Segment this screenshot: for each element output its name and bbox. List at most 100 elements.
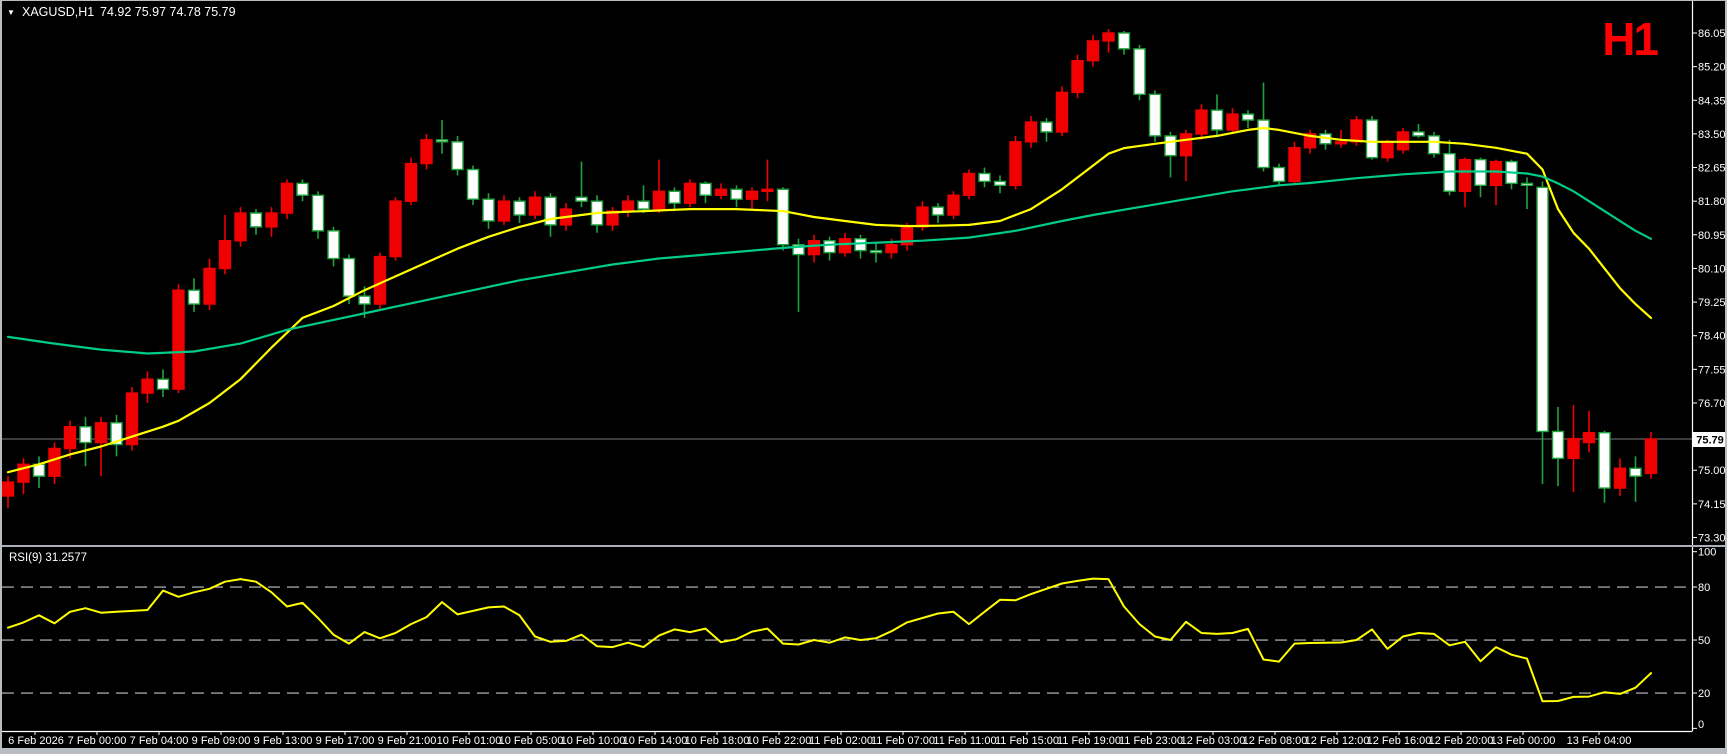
candle-body: [1598, 431, 1611, 489]
candle-body: [466, 168, 480, 200]
timeframe-watermark: H1: [1602, 13, 1658, 65]
candle-body: [1133, 48, 1146, 96]
candle-body: [606, 210, 619, 226]
candle-body: [389, 200, 402, 258]
price-tick-label: 81.80: [1698, 196, 1726, 208]
candle-body: [1009, 141, 1022, 187]
rsi-tick-label: 50: [1698, 635, 1710, 647]
time-label: 10 Feb 22:00: [747, 735, 812, 747]
time-label: 12 Feb 03:00: [1181, 735, 1246, 747]
candle-body: [885, 243, 898, 254]
candle-body: [823, 240, 836, 254]
candle-body: [683, 182, 697, 204]
time-label: 7 Feb 04:00: [130, 735, 189, 747]
candle-body: [110, 422, 123, 446]
window-resize-strip[interactable]: [0, 748, 1727, 754]
candle-body: [1365, 119, 1379, 159]
pane-separator[interactable]: [2, 545, 1725, 547]
price-axis[interactable]: [1692, 1, 1727, 731]
candle-body: [1551, 430, 1565, 460]
time-axis[interactable]: [2, 732, 1692, 748]
candle-body: [1272, 166, 1286, 183]
candle-body: [1567, 437, 1580, 460]
price-tick-label: 74.15: [1698, 499, 1726, 511]
candle-body: [125, 392, 139, 446]
time-label: 11 Feb 11:00: [933, 735, 996, 747]
candle-body: [1117, 32, 1131, 50]
rsi-plot[interactable]: [2, 548, 1692, 731]
candle-body: [652, 190, 666, 210]
rsi-tick-label: 100: [1698, 547, 1716, 559]
candle-body: [1226, 113, 1239, 131]
candle-body: [1489, 160, 1503, 187]
rsi-levels-layer: [2, 586, 1692, 694]
time-label: 12 Feb 08:00: [1243, 735, 1308, 747]
price-tick-label: 75.00: [1698, 465, 1726, 477]
candle-body: [1195, 109, 1208, 135]
candle-body: [1644, 438, 1658, 475]
candle-body: [156, 378, 170, 390]
candle-body: [761, 188, 774, 192]
rsi-axis-ticks: 100 80 50 20 0: [1692, 547, 1716, 731]
candle-body: [451, 141, 464, 171]
header-symbol: XAGUSD,H1: [22, 5, 94, 19]
time-label: 10 Feb 14:00: [623, 735, 688, 747]
candle-body: [280, 182, 294, 214]
rsi-label: RSI(9) 31.2577: [9, 552, 87, 564]
price-tick-label: 83.50: [1698, 129, 1726, 141]
ma-fast-yellow-line: [6, 126, 1653, 474]
candle-body: [420, 139, 433, 165]
candle-body: [544, 196, 557, 226]
candle-body: [327, 230, 340, 260]
candle-body: [1241, 113, 1255, 121]
candle-body: [869, 249, 883, 254]
candle-body: [203, 267, 216, 305]
candle-body: [234, 212, 247, 242]
candle-body: [1613, 467, 1627, 489]
candle-body: [1179, 133, 1193, 157]
candle-body: [79, 426, 92, 444]
moving-averages-layer: [6, 126, 1653, 474]
candle-body: [404, 162, 418, 202]
price-tick-label: 76.70: [1698, 398, 1726, 410]
candle-body: [311, 194, 325, 232]
candle-body: [1055, 91, 1069, 133]
time-label: 11 Feb 07:00: [871, 735, 935, 747]
candle-body: [838, 238, 852, 254]
time-label: 7 Feb 00:00: [68, 735, 127, 747]
time-label: 9 Feb 21:00: [378, 735, 437, 747]
candle-body: [699, 182, 712, 196]
candle-body: [978, 172, 991, 183]
candle-body: [962, 172, 976, 196]
candle-body: [714, 188, 728, 196]
symbol-dropdown-icon[interactable]: ▼: [7, 8, 15, 17]
time-label: 6 Feb 2026: [8, 735, 64, 747]
candle-body: [94, 422, 108, 444]
time-label: 11 Feb 15:00: [995, 735, 1059, 747]
time-label: 11 Feb 19:00: [1057, 735, 1121, 747]
rsi-line-layer: [7, 577, 1652, 703]
candle-body: [792, 243, 805, 256]
price-tick-label: 82.65: [1698, 163, 1726, 175]
main-chart-plot[interactable]: [2, 1, 1692, 545]
candle-body: [1288, 147, 1301, 183]
candle-body: [358, 295, 371, 305]
rsi-tick-label: 80: [1698, 582, 1710, 594]
candle-body: [1412, 131, 1425, 137]
candle-body: [296, 182, 309, 196]
price-tick-label: 73.30: [1698, 533, 1726, 545]
time-label: 11 Feb 02:00: [809, 735, 873, 747]
time-label: 10 Feb 18:00: [685, 735, 750, 747]
time-label: 9 Feb 13:00: [254, 735, 313, 747]
time-label: 10 Feb 10:00: [561, 735, 626, 747]
candle-body: [947, 194, 960, 216]
candle-body: [1040, 121, 1053, 133]
price-tick-label: 79.25: [1698, 297, 1726, 309]
candle-body: [931, 206, 945, 216]
time-label: 13 Feb 04:00: [1567, 735, 1632, 747]
candle-body: [482, 198, 495, 222]
candle-body: [1582, 431, 1596, 444]
